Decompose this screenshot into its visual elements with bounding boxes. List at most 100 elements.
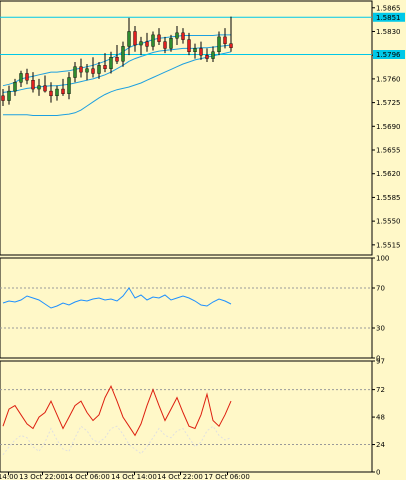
candle (79, 58, 83, 78)
candle (187, 32, 191, 56)
rsi-pane-frame (0, 257, 373, 359)
candle (145, 32, 149, 52)
rsi-tick-label: 100 (376, 255, 389, 263)
stoch-tick-label: 48 (376, 414, 385, 422)
candle (85, 63, 89, 81)
candle (121, 41, 125, 67)
candle-body (103, 65, 107, 69)
stoch-tick-label: 0 (376, 469, 380, 477)
candle-body (139, 41, 143, 46)
candle (73, 61, 77, 83)
time-axis-label: 17 Oct 06:00 (204, 473, 250, 480)
candle (193, 43, 197, 59)
candle (175, 26, 179, 46)
candle (67, 72, 71, 100)
candle-body (79, 66, 83, 73)
candle (7, 85, 11, 105)
lower-band-line (3, 51, 232, 116)
candle (13, 78, 17, 96)
candle-body (61, 88, 65, 94)
candle (199, 41, 203, 60)
candle (151, 31, 155, 51)
stoch-tick-label: 97 (376, 358, 385, 366)
candle-body (73, 66, 77, 78)
candle-body (223, 36, 227, 44)
candle-body (97, 65, 101, 74)
candle-body (175, 32, 179, 39)
time-axis-label: 14 Oct 06:00 (64, 473, 110, 480)
candle (217, 31, 221, 56)
candle (205, 48, 209, 62)
rsi-tick-label: 0 (376, 355, 380, 363)
candle (19, 70, 23, 88)
time-axis-label: 14 Oct 14:00 (111, 473, 157, 480)
price-tick-label: 1.5620 (376, 170, 401, 178)
price-tag-label: 1.5796 (376, 51, 401, 59)
candle (1, 89, 5, 106)
candle-body (67, 77, 71, 94)
candle (91, 57, 95, 78)
candle-body (37, 85, 41, 90)
price-tick-label: 1.5760 (376, 75, 401, 83)
price-pane-frame (0, 0, 373, 256)
stoch-pane-frame (0, 360, 373, 473)
stoch-signal-line (2, 425, 232, 456)
price-tick-label: 1.5655 (376, 147, 401, 155)
candle-body (109, 57, 113, 69)
candle-body (49, 90, 53, 97)
time-axis-label: 14:00 (0, 473, 18, 480)
candle-body (1, 95, 5, 101)
candle (37, 78, 41, 96)
candle-body (31, 80, 35, 90)
price-tag-box (373, 50, 405, 60)
candle (229, 16, 233, 52)
candle-body (157, 34, 161, 42)
candle (43, 75, 47, 93)
candle-body (133, 31, 137, 46)
price-tick-label: 1.5830 (376, 28, 401, 36)
stoch-tick-label: 72 (376, 386, 385, 394)
time-axis-label: 14 Oct 22:00 (157, 473, 203, 480)
candle (25, 68, 29, 85)
price-tick-label: 1.5690 (376, 123, 401, 131)
candle-body (115, 57, 119, 62)
candle (97, 61, 101, 79)
candle-body (85, 68, 89, 73)
price-tag-box (373, 12, 405, 22)
candle (223, 28, 227, 49)
candle (181, 28, 185, 44)
candle (169, 34, 173, 52)
candle (157, 28, 161, 46)
candle-body (13, 82, 17, 92)
rsi-line (2, 287, 232, 309)
candle-body (181, 32, 185, 40)
candle (127, 17, 131, 56)
candle (55, 85, 59, 101)
candle-body (43, 85, 47, 92)
candle (211, 46, 215, 62)
price-tick-label: 1.5550 (376, 218, 401, 226)
stoch-tick-label: 24 (376, 441, 385, 449)
candle-body (91, 68, 95, 74)
candle (115, 45, 119, 64)
candle (61, 78, 65, 96)
candle-body (205, 54, 209, 59)
price-tick-label: 1.5865 (376, 4, 401, 12)
price-tag-label: 1.5851 (376, 14, 401, 22)
candle-body (25, 73, 29, 81)
candle-body (193, 48, 197, 53)
middle-band-line (2, 44, 232, 93)
candle (133, 26, 137, 52)
time-axis-label: 13 Oct 22:00 (19, 473, 65, 480)
candle-body (151, 34, 155, 47)
candle-body (217, 36, 221, 52)
candle-body (145, 41, 149, 47)
candle (163, 36, 167, 54)
candle-body (19, 73, 23, 83)
candle-body (211, 51, 215, 59)
price-tick-label: 1.5725 (376, 99, 401, 107)
price-tick-label: 1.5585 (376, 194, 401, 202)
candle-body (187, 39, 191, 53)
candle-body (55, 88, 59, 97)
stoch-main-line (2, 385, 232, 437)
